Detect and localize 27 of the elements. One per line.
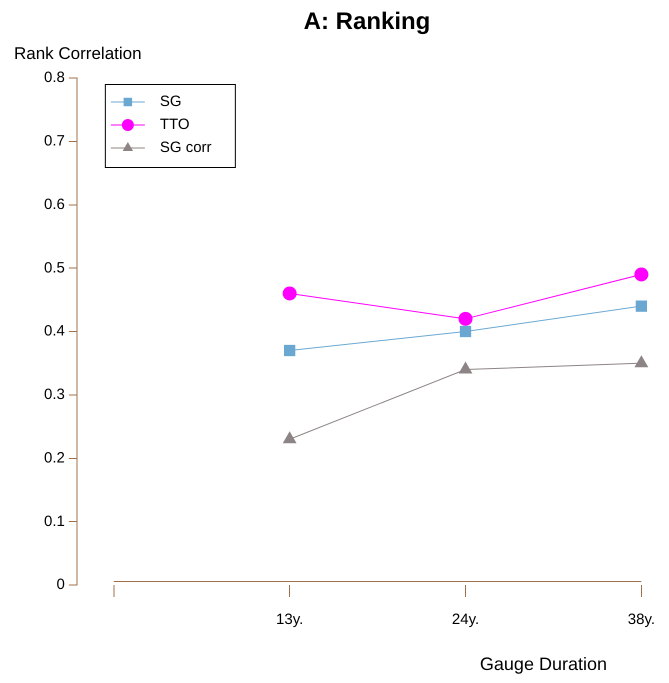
point	[636, 300, 648, 312]
x-axis-title: Gauge Duration	[480, 654, 607, 675]
point	[458, 312, 473, 326]
point	[634, 355, 648, 368]
x-tick-label: 13y.	[276, 611, 304, 628]
point	[460, 326, 472, 338]
x-tick-label: 38y.	[628, 611, 656, 628]
point	[282, 286, 297, 300]
point	[282, 431, 297, 444]
y-tick-label: 0.1	[44, 512, 65, 530]
y-tick-label: 0.8	[44, 69, 65, 86]
point	[634, 267, 648, 282]
y-axis-title: Rank Correlation	[14, 44, 142, 64]
x-tick-label: 24y.	[452, 611, 480, 628]
y-tick-label: 0.6	[44, 196, 65, 213]
y-tick-label: 0.4	[44, 322, 65, 340]
point	[284, 344, 296, 356]
point	[458, 362, 472, 374]
legend-label: TTO	[160, 116, 190, 134]
y-tick-label: 0.7	[44, 132, 65, 150]
legend-label: SG corr	[160, 139, 212, 156]
y-tick-label: 0.5	[44, 259, 65, 276]
legend-label: SG	[160, 93, 182, 110]
y-tick-label: 0.3	[44, 386, 65, 404]
y-tick-label: 0	[56, 576, 65, 594]
y-tick-label: 0.2	[44, 449, 65, 466]
chart-title: A: Ranking	[302, 8, 432, 36]
